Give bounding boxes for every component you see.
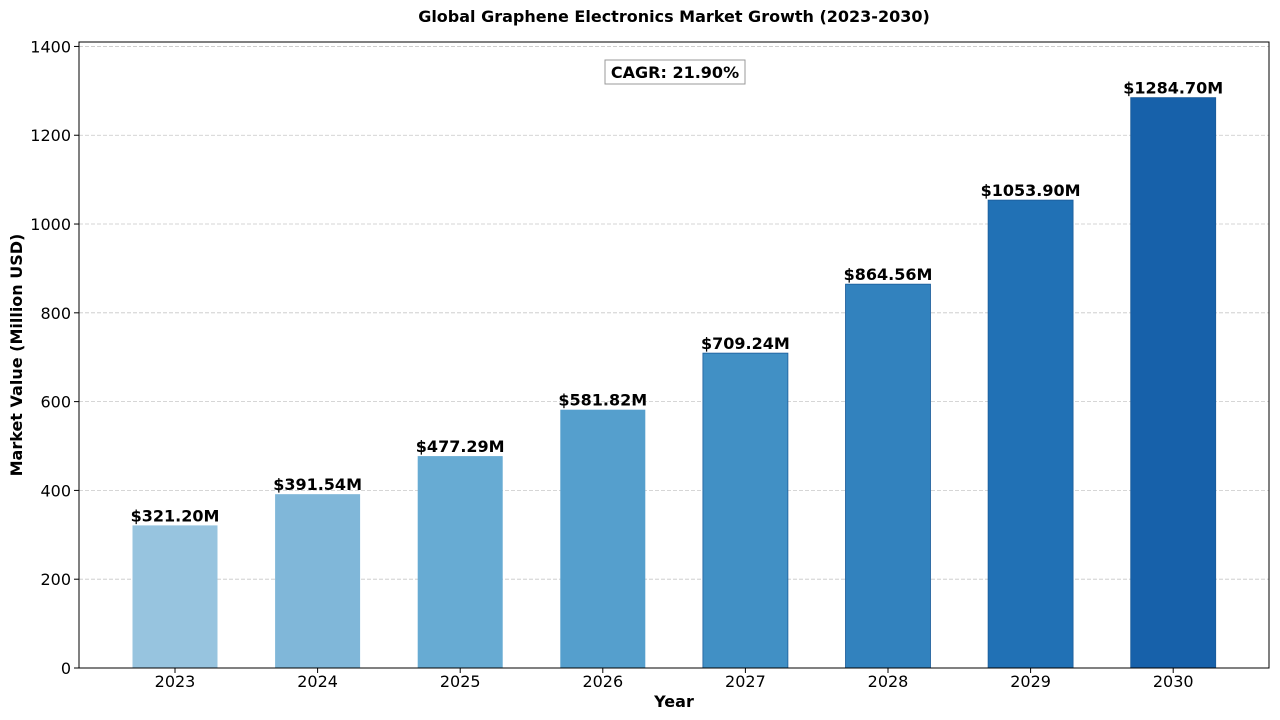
y-tick-label: 600: [40, 393, 71, 412]
x-tick-label: 2023: [155, 672, 196, 691]
data-label-2028: $864.56M: [844, 265, 933, 284]
y-tick-label: 1000: [30, 215, 71, 234]
data-label-2030: $1284.70M: [1123, 79, 1223, 98]
x-tick-label: 2027: [725, 672, 766, 691]
cagr-text: CAGR: 21.90%: [611, 63, 739, 82]
data-label-2024: $391.54M: [273, 475, 362, 494]
y-axis-ticks: 0 200 400 600 800 1000 1200 1400: [30, 37, 79, 678]
data-labels: $321.20M $391.54M $477.29M $581.82M $709.24M…: [131, 79, 1224, 526]
bar-2028: [845, 283, 931, 669]
data-label-2023: $321.20M: [131, 506, 220, 525]
bar-2029: [987, 199, 1074, 669]
cagr-annotation: CAGR: 21.90%: [604, 59, 746, 85]
y-tick-label: 1200: [30, 126, 71, 145]
grid-lines: [79, 46, 1269, 580]
cagr-box: [604, 59, 746, 85]
bar-2030: [1130, 97, 1217, 669]
bar-2026: [560, 409, 646, 668]
x-tick-label: 2028: [868, 672, 909, 691]
y-axis-label: Market Value (Million USD): [7, 234, 26, 477]
bar-2023: [132, 525, 218, 668]
plot-frame: [78, 41, 1270, 669]
x-tick-label: 2024: [297, 672, 338, 691]
x-tick-label: 2030: [1153, 672, 1194, 691]
x-tick-label: 2025: [440, 672, 481, 691]
y-tick-label: 1400: [30, 37, 71, 56]
x-tick-label: 2029: [1010, 672, 1051, 691]
bars: [132, 97, 1217, 669]
data-label-2029: $1053.90M: [981, 181, 1081, 200]
x-tick-label: 2026: [582, 672, 623, 691]
data-label-2025: $477.29M: [416, 437, 505, 456]
y-tick-label: 200: [40, 570, 71, 589]
data-label-2026: $581.82M: [558, 391, 647, 410]
bar-2024: [275, 494, 361, 668]
bar-2027: [702, 352, 789, 669]
y-tick-label: 400: [40, 481, 71, 500]
x-axis-ticks: 2023 2024 2025 2026 2027 2028 2029 2030: [155, 668, 1194, 691]
chart-title: Global Graphene Electronics Market Growt…: [418, 7, 930, 26]
y-tick-label: 0: [61, 659, 71, 678]
data-label-2027: $709.24M: [701, 334, 790, 353]
x-axis-label: Year: [653, 692, 694, 711]
y-tick-label: 800: [40, 304, 71, 323]
bar-2025: [417, 456, 503, 668]
